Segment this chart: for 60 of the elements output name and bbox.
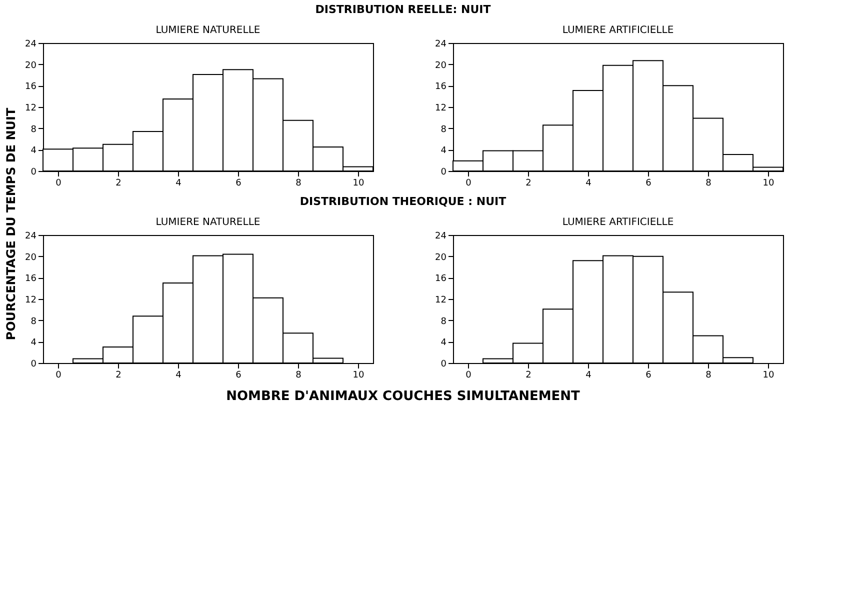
x-tick-label: 4 (586, 178, 592, 188)
x-tick-label: 0 (466, 178, 472, 188)
y-tick-label: 20 (25, 60, 37, 71)
y-tick-label: 24 (25, 40, 37, 50)
y-tick-label: 4 (440, 338, 447, 348)
x-tick-label: 8 (296, 370, 302, 380)
y-tick-label: 20 (435, 252, 447, 263)
y-tick-label: 12 (25, 104, 36, 114)
y-tick-label: 16 (435, 274, 447, 284)
y-tick-label: 8 (440, 316, 447, 327)
x-tick-label: 6 (646, 370, 652, 380)
x-tick-label: 0 (56, 370, 62, 380)
y-tick-label: 20 (435, 60, 447, 71)
y-tick-label: 8 (30, 316, 37, 327)
x-axis-title: NOMBRE D'ANIMAUX COUCHES SIMULTANEMENT (226, 389, 580, 404)
x-tick-label: 8 (706, 178, 712, 188)
chart-title: LUMIERE NATURELLE (156, 25, 260, 36)
chart-title: LUMIERE NATURELLE (156, 217, 260, 228)
x-tick-label: 2 (526, 370, 532, 380)
text: DISTRIBUTION THEORIQUE : NUIT (300, 195, 507, 208)
y-tick-label: 0 (440, 168, 447, 178)
x-tick-label: 0 (56, 178, 62, 188)
x-tick-label: 2 (526, 178, 532, 188)
x-tick-label: 4 (176, 178, 182, 188)
y-tick-label: 24 (435, 232, 447, 242)
y-tick-label: 24 (25, 232, 37, 242)
x-tick-label: 8 (706, 370, 712, 380)
y-tick-label: 8 (440, 124, 447, 135)
y-axis-title: POURCENTAGE DU TEMPS DE NUIT (4, 106, 18, 340)
x-tick-label: 10 (352, 178, 364, 188)
x-tick-label: 4 (176, 370, 182, 380)
x-tick-label: 8 (296, 178, 302, 188)
y-tick-label: 4 (30, 338, 37, 348)
x-tick-label: 6 (646, 178, 652, 188)
y-tick-label: 4 (440, 146, 447, 156)
y-tick-label: 8 (30, 124, 37, 135)
chart-title: LUMIERE ARTIFICIELLE (562, 25, 674, 36)
x-tick-label: 10 (762, 370, 774, 380)
y-tick-label: 0 (30, 168, 37, 178)
chart-title: LUMIERE ARTIFICIELLE (562, 217, 674, 228)
x-tick-label: 10 (762, 178, 774, 188)
y-tick-label: 0 (440, 360, 447, 370)
y-tick-label: 16 (25, 274, 37, 284)
y-tick-label: 12 (435, 296, 446, 306)
x-tick-label: 10 (352, 370, 364, 380)
y-tick-label: 12 (435, 104, 446, 114)
y-tick-label: 0 (30, 360, 37, 370)
x-tick-label: 6 (236, 370, 242, 380)
x-tick-label: 0 (466, 370, 472, 380)
y-tick-label: 24 (435, 40, 447, 50)
text: DISTRIBUTION REELLE: NUIT (315, 3, 492, 16)
x-tick-label: 2 (116, 178, 122, 188)
y-tick-label: 4 (30, 146, 37, 156)
y-tick-label: 16 (435, 82, 447, 92)
x-tick-label: 6 (236, 178, 242, 188)
y-tick-label: 12 (25, 296, 36, 306)
y-tick-label: 20 (25, 252, 37, 263)
x-tick-label: 4 (586, 370, 592, 380)
y-tick-label: 16 (25, 82, 37, 92)
x-tick-label: 2 (116, 370, 122, 380)
